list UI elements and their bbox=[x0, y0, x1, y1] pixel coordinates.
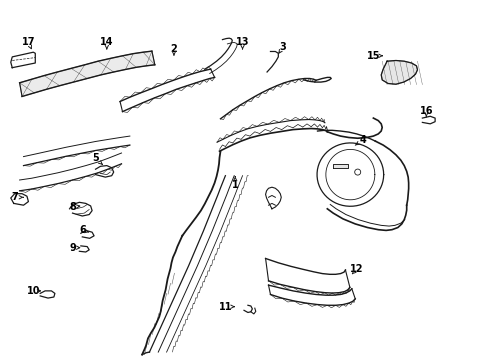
Polygon shape bbox=[381, 60, 417, 84]
Text: 2: 2 bbox=[171, 44, 177, 54]
Text: 8: 8 bbox=[69, 202, 76, 212]
Polygon shape bbox=[333, 164, 348, 168]
Text: 13: 13 bbox=[236, 37, 249, 48]
Text: 17: 17 bbox=[22, 37, 35, 48]
Text: 3: 3 bbox=[280, 42, 287, 52]
Polygon shape bbox=[20, 51, 155, 96]
Text: 15: 15 bbox=[367, 51, 380, 61]
Text: 10: 10 bbox=[26, 286, 40, 296]
Text: 11: 11 bbox=[219, 302, 232, 312]
Text: 6: 6 bbox=[79, 225, 86, 235]
Text: 7: 7 bbox=[11, 192, 18, 202]
Text: 14: 14 bbox=[100, 37, 114, 48]
Text: 4: 4 bbox=[359, 135, 366, 145]
Text: 1: 1 bbox=[232, 180, 239, 190]
Text: 12: 12 bbox=[350, 264, 364, 274]
Text: 16: 16 bbox=[419, 106, 433, 116]
Text: 5: 5 bbox=[92, 153, 99, 163]
Text: 9: 9 bbox=[69, 243, 76, 253]
